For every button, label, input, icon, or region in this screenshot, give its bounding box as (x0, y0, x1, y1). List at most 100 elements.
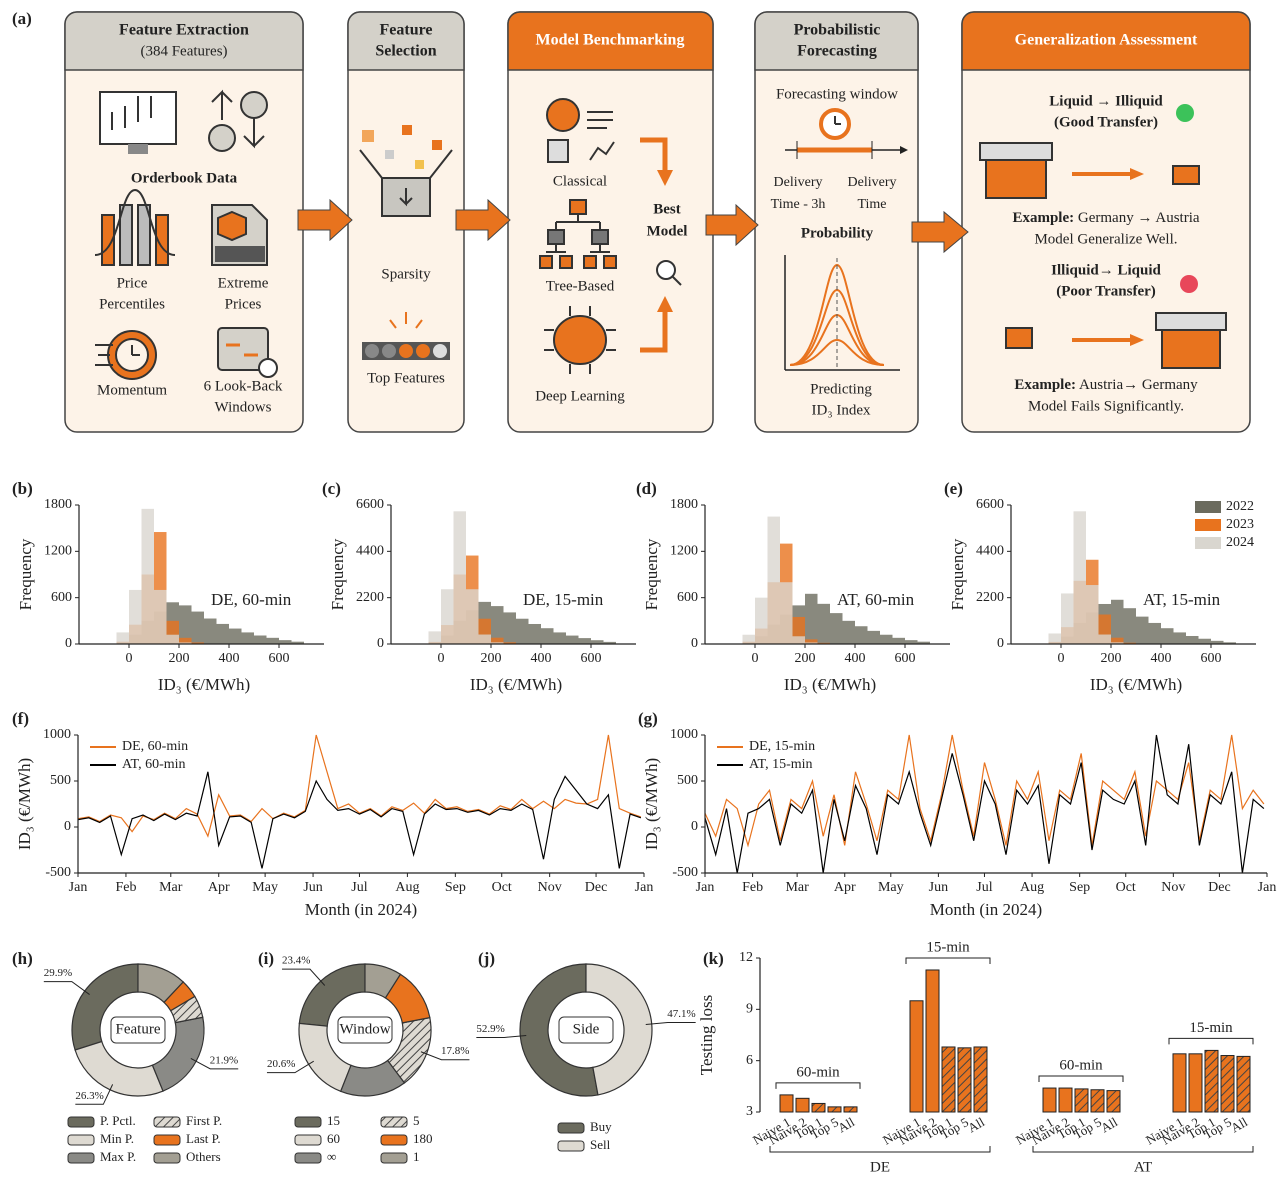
icon (603, 255, 617, 269)
x-tick-label: Jun (929, 880, 948, 895)
stage-title: Selection (375, 43, 436, 60)
icon (385, 150, 394, 159)
check-icon (1176, 104, 1194, 122)
icon (640, 137, 668, 172)
icon (559, 255, 573, 269)
item-label: Forecasting window (776, 86, 898, 102)
histogram-bar (905, 640, 918, 644)
histogram-bar (855, 626, 868, 644)
panel-label: (h) (12, 949, 33, 968)
icon (656, 260, 676, 280)
legend-swatch (294, 1134, 322, 1146)
histogram-bar (780, 582, 793, 644)
histogram-bar (792, 636, 805, 644)
x-tick-label: Apr (208, 880, 230, 895)
item-label: Price (117, 275, 148, 291)
center-box (558, 1016, 614, 1044)
icon (546, 214, 610, 253)
histogram-bar (1123, 608, 1136, 644)
bar (1058, 1087, 1073, 1113)
bar (811, 1102, 826, 1113)
bar (1106, 1090, 1121, 1113)
icon (544, 306, 616, 374)
y-tick-label: 500 (50, 773, 71, 788)
stage-subtitle: (384 Features) (140, 43, 227, 59)
histogram-bar (917, 641, 930, 644)
histogram-bar (805, 642, 818, 644)
y-tick-label: -500 (672, 865, 698, 880)
x-tick-label: 200 (481, 651, 502, 666)
icon (1130, 168, 1144, 180)
donut-segment (137, 963, 185, 1004)
stage-header (507, 11, 714, 71)
center-box (110, 1016, 166, 1044)
icon (553, 315, 607, 365)
donut-segment (585, 963, 653, 1096)
legend-swatch (67, 1134, 95, 1146)
icon (389, 312, 423, 329)
legend-label: 180 (413, 1131, 433, 1146)
histogram-bar (266, 637, 279, 644)
icon (589, 141, 615, 161)
histogram-bar (1061, 593, 1074, 644)
item-label: Time - 3h (771, 197, 826, 212)
legend-swatch (557, 1140, 585, 1152)
legend-label: 1 (413, 1149, 420, 1164)
x-tick-label: All (1098, 1114, 1120, 1135)
leader-line (282, 968, 326, 986)
y-tick-label: -500 (45, 865, 71, 880)
item-label: Delivery (848, 175, 897, 190)
item-label: Extreme (218, 275, 269, 291)
store-icon (979, 142, 1053, 161)
legend-label: 2022 (1226, 499, 1254, 514)
y-tick-label: 0 (377, 636, 384, 651)
icon (95, 344, 113, 366)
histogram-bar (453, 511, 466, 644)
diagram: Feature Extraction (384 Features) Orderb… (64, 11, 1251, 433)
icon (155, 214, 169, 266)
stage-header (347, 11, 465, 71)
y-tick-label: 0 (64, 819, 71, 834)
icon (433, 344, 447, 358)
leader-line (645, 1022, 696, 1026)
bar (779, 1094, 794, 1113)
histogram-bar (254, 635, 267, 644)
legend-swatch (294, 1116, 322, 1128)
icon (547, 111, 613, 163)
x-tick-label: Mar (159, 880, 183, 895)
group-bracket (905, 957, 991, 964)
histogram-bar (279, 640, 292, 644)
icon (569, 199, 587, 215)
bar (925, 969, 940, 1113)
legend-swatch (153, 1134, 181, 1146)
y-axis-label: ID₃ (€/MWh) (642, 758, 661, 850)
y-tick-label: 500 (677, 773, 698, 788)
icon (657, 170, 673, 186)
histogram-bar (1048, 633, 1061, 644)
flow-arrow (911, 210, 969, 254)
y-axis-label: Frequency (16, 538, 35, 610)
icon (258, 358, 278, 378)
market-bracket (769, 1146, 991, 1153)
histogram-bar (892, 637, 905, 644)
histogram-bar (1136, 616, 1149, 644)
y-tick-label: 9 (746, 1002, 753, 1017)
histogram-bar (491, 606, 504, 644)
x-tick-label: 400 (845, 651, 866, 666)
donut-segment (364, 963, 402, 999)
legend-swatch (380, 1134, 408, 1146)
y-tick-label: 1000 (43, 727, 71, 742)
histogram-bar (1211, 640, 1224, 644)
x-tick-label: Jul (351, 880, 367, 895)
icon (399, 344, 413, 358)
panel-label: (i) (258, 949, 274, 968)
item-label: Top Features (367, 370, 445, 386)
bar (941, 1046, 956, 1113)
stage-box (347, 11, 465, 433)
icon (784, 255, 900, 371)
histogram-bar (466, 589, 479, 644)
item-label: Example: (1012, 210, 1074, 226)
panel-label: (g) (638, 709, 658, 728)
x-tick-label: 600 (1201, 651, 1222, 666)
histogram-bar (179, 637, 192, 644)
